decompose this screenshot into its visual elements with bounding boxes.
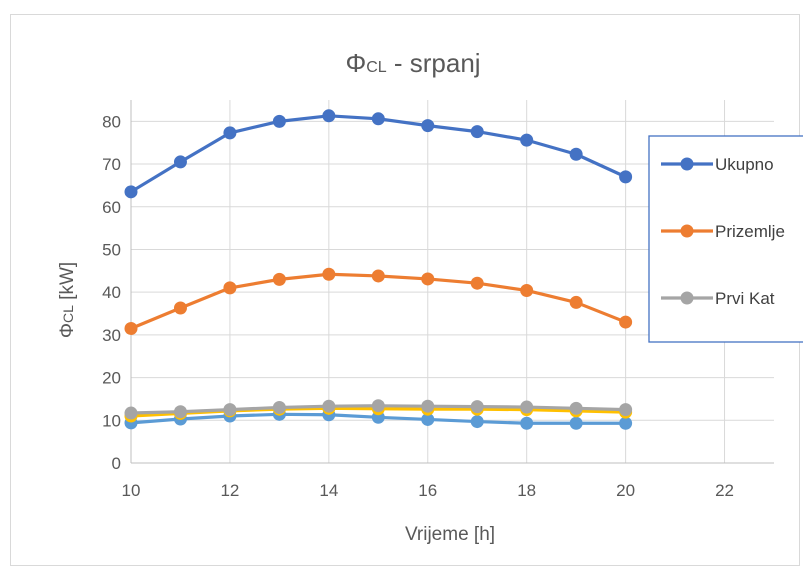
- data-point: [371, 112, 385, 126]
- data-point: [520, 133, 534, 147]
- data-point: [470, 400, 484, 414]
- legend-label: Ukupno: [715, 155, 774, 174]
- legend-marker: [680, 157, 694, 171]
- y-tick-label: 70: [102, 155, 121, 174]
- series-ukupno: [124, 109, 633, 199]
- data-point: [569, 416, 583, 430]
- y-axis-title-subscript: CL: [60, 305, 76, 323]
- data-point: [619, 416, 633, 430]
- chart-title-subscript: CL: [366, 59, 387, 76]
- series-group: [124, 109, 633, 430]
- data-point: [272, 272, 286, 286]
- data-point: [223, 281, 237, 295]
- data-point: [421, 399, 435, 413]
- data-point: [520, 283, 534, 297]
- data-point: [569, 401, 583, 415]
- x-tick-label: 16: [418, 481, 437, 500]
- y-tick-label: 50: [102, 240, 121, 259]
- data-point: [322, 109, 336, 123]
- legend-marker: [680, 224, 694, 238]
- x-tick-label: 18: [517, 481, 536, 500]
- y-tick-label: 40: [102, 283, 121, 302]
- data-point: [619, 403, 633, 417]
- data-point: [470, 125, 484, 139]
- x-tick-label: 22: [715, 481, 734, 500]
- legend-marker: [680, 291, 694, 305]
- data-point: [223, 126, 237, 140]
- data-point: [520, 400, 534, 414]
- legend-entry: Prvi Kat: [661, 289, 775, 308]
- x-tick-label: 12: [220, 481, 239, 500]
- y-axis-title-group: ΦCL [kW]: [57, 262, 78, 338]
- y-tick-label: 10: [102, 411, 121, 430]
- data-point: [322, 267, 336, 281]
- data-point: [470, 415, 484, 429]
- legend: Ukupno Prizemlje Prvi Kat: [648, 135, 803, 343]
- series-line: [130, 114, 627, 194]
- y-tick-label: 0: [112, 454, 121, 473]
- data-point: [124, 321, 138, 335]
- data-point: [173, 155, 187, 169]
- data-point: [619, 315, 633, 329]
- data-point: [421, 119, 435, 133]
- data-point: [569, 295, 583, 309]
- y-tick-label: 30: [102, 326, 121, 345]
- legend-box: [648, 135, 803, 343]
- x-tick-label: 14: [319, 481, 338, 500]
- data-point: [173, 405, 187, 419]
- y-axis-title: ΦCL [kW]: [57, 262, 78, 338]
- x-tick-label: 10: [122, 481, 141, 500]
- legend-label: Prvi Kat: [715, 289, 775, 308]
- data-point: [470, 276, 484, 290]
- data-point: [619, 170, 633, 184]
- chart-title-symbol: Φ: [345, 48, 366, 78]
- series-prvi-kat: [124, 399, 633, 420]
- y-tick-label: 20: [102, 369, 121, 388]
- data-point: [371, 399, 385, 413]
- data-point: [223, 403, 237, 417]
- data-point: [124, 406, 138, 420]
- x-axis-title: Vrijeme [h]: [405, 524, 495, 545]
- legend-entry: Prizemlje: [661, 222, 785, 241]
- data-point: [421, 412, 435, 426]
- x-tick-label: 20: [616, 481, 635, 500]
- y-tick-label: 80: [102, 112, 121, 131]
- chart-title: ΦCL - srpanj: [345, 48, 480, 78]
- data-point: [421, 272, 435, 286]
- data-point: [272, 114, 286, 128]
- data-point: [569, 147, 583, 161]
- y-axis-title-text: [kW]: [57, 262, 78, 305]
- data-point: [173, 301, 187, 315]
- data-point: [371, 269, 385, 283]
- data-point: [322, 399, 336, 413]
- y-tick-label: 60: [102, 198, 121, 217]
- data-point: [272, 400, 286, 414]
- legend-entry: Ukupno: [661, 155, 774, 174]
- y-axis-title-symbol: Φ: [57, 323, 78, 338]
- chart-title-text: - srpanj: [387, 48, 481, 78]
- series-prizemlje: [124, 267, 633, 335]
- legend-label: Prizemlje: [715, 222, 785, 241]
- data-point: [124, 185, 138, 199]
- data-point: [520, 416, 534, 430]
